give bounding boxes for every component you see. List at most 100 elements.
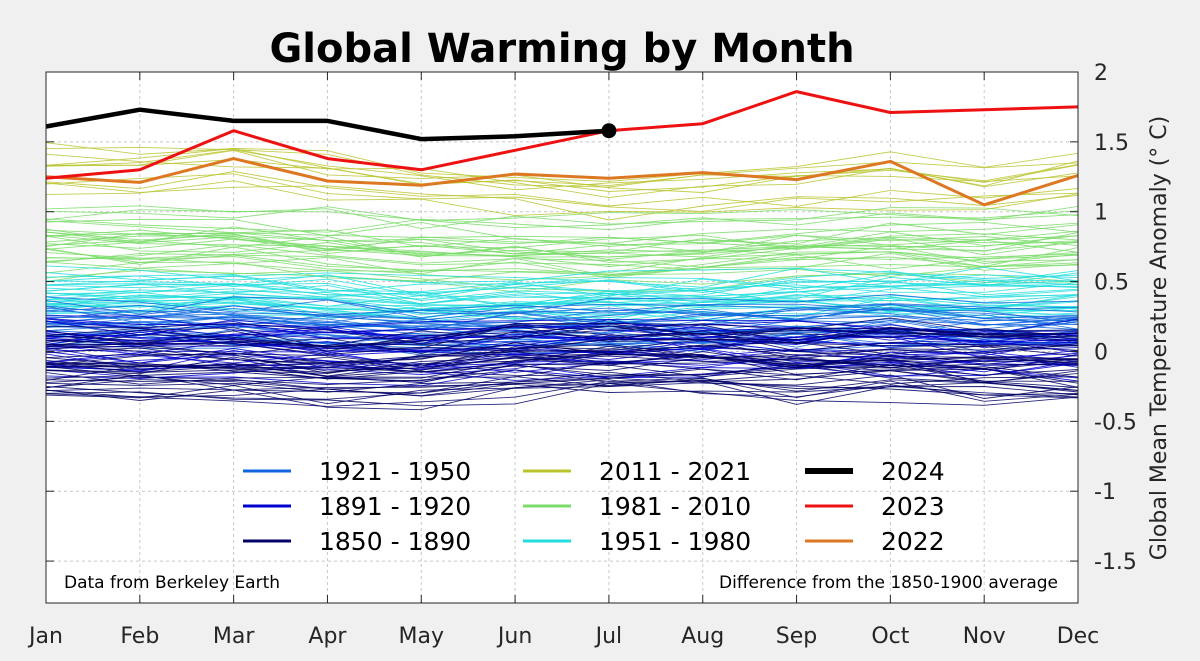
highlight-lines [45, 90, 1079, 207]
series-line-2023 [45, 90, 1079, 180]
period-series-line [45, 380, 1079, 411]
x-tick-label: Jul [594, 624, 623, 649]
period-series-line [45, 336, 1079, 359]
period-series-line [45, 382, 1079, 407]
legend-label: 1921 - 1950 [319, 457, 471, 486]
legend-entry: 2024 [805, 457, 945, 486]
baseline-note: Difference from the 1850-1900 average [719, 573, 1058, 593]
period-series-line [45, 171, 1079, 207]
legend-entry: 2022 [805, 527, 945, 556]
legend-label: 1951 - 1980 [599, 527, 751, 556]
period-series-line [45, 205, 1079, 221]
period-series-line [45, 339, 1079, 367]
legend-entry: 1951 - 1980 [523, 527, 751, 556]
period-series-line [45, 317, 1079, 345]
legend-entry: 1981 - 2010 [523, 492, 751, 521]
period-series-line [45, 322, 1079, 348]
legend-entry: 2023 [805, 492, 945, 521]
legend-label: 2011 - 2021 [599, 457, 751, 486]
series-line-2022 [45, 157, 1079, 207]
period-series-line [45, 180, 1079, 217]
x-tick-label: Aug [681, 624, 724, 649]
y-tick-label: 1 [1094, 201, 1108, 226]
period-series-line [45, 359, 1079, 384]
legend: 1921 - 1950 1891 - 1920 1850 - 1890 2011 - … [243, 457, 945, 556]
period-series-line [45, 303, 1079, 319]
period-series-line [45, 381, 1079, 398]
period-series-line [45, 297, 1079, 319]
period-series-line [45, 330, 1079, 355]
legend-entry: 1921 - 1950 [243, 457, 471, 486]
period-series-line [45, 265, 1079, 284]
period-series-line [45, 305, 1079, 326]
legend-label: 2023 [881, 492, 945, 521]
period-series-line [45, 251, 1079, 277]
period-series-line [45, 231, 1079, 260]
period-series-line [45, 332, 1079, 356]
x-tick-label: Apr [308, 624, 347, 649]
x-tick-label: Mar [213, 624, 255, 649]
period-series-line [45, 148, 1079, 187]
y-tick-label: -0.5 [1094, 410, 1137, 435]
series-line-2024 [45, 107, 610, 142]
period-series-line [45, 280, 1079, 305]
x-tick-label: Jan [27, 624, 63, 649]
y-tick-label: -1 [1094, 480, 1116, 505]
period-series-line [45, 365, 1079, 387]
period-series-line [45, 379, 1079, 405]
latest-point-marker [601, 123, 617, 139]
y-axis-label: Global Mean Temperature Anomaly (° C) [1147, 116, 1172, 560]
period-series-line [45, 220, 1079, 248]
period-series-line [45, 182, 1079, 221]
period-series-line [45, 235, 1079, 258]
period-series-line [45, 325, 1079, 348]
period-series-line [45, 230, 1079, 256]
period-series-line [45, 333, 1079, 347]
period-series-line [45, 306, 1079, 332]
x-tick-label: Sep [776, 624, 817, 649]
period-series-line [45, 270, 1079, 295]
y-tick-label: 0 [1094, 340, 1108, 365]
legend-label: 1981 - 2010 [599, 492, 751, 521]
period-series-line [45, 280, 1079, 300]
x-tick-label: Feb [120, 624, 159, 649]
y-tick-label: 1.5 [1094, 131, 1129, 156]
period-series-line [45, 308, 1079, 331]
period-series-line [45, 324, 1079, 349]
period-series-line [45, 232, 1079, 255]
legend-label: 1891 - 1920 [319, 492, 471, 521]
x-tick-label: Dec [1057, 624, 1100, 649]
period-series-line [45, 356, 1079, 378]
period-series-line [45, 303, 1079, 324]
period-series-line [45, 377, 1079, 407]
period-series-line [45, 231, 1079, 258]
period-series-line [45, 205, 1079, 230]
period-series-line [45, 226, 1079, 248]
x-tick-label: Oct [871, 624, 909, 649]
period-series-line [45, 325, 1079, 347]
period-series-line [45, 254, 1079, 279]
period-series-line [45, 248, 1079, 271]
legend-label: 1850 - 1890 [319, 527, 471, 556]
source-note: Data from Berkeley Earth [64, 573, 280, 593]
x-tick-label: Jun [496, 624, 532, 649]
period-series-line [45, 374, 1079, 399]
period-series-line [45, 297, 1079, 321]
axes: Jan Feb Mar Apr May Jun Jul Aug Sep Oct Nov Dec 2 1.5… [27, 61, 1137, 649]
legend-entry: 1850 - 1890 [243, 527, 471, 556]
period-series-line [45, 352, 1079, 366]
y-tick-label: 2 [1094, 61, 1108, 86]
legend-label: 2022 [881, 527, 945, 556]
y-tick-label: -1.5 [1094, 550, 1137, 575]
legend-entry: 1891 - 1920 [243, 492, 471, 521]
period-series-line [45, 294, 1079, 315]
period-series-line [45, 330, 1079, 355]
period-series-line [45, 364, 1079, 384]
period-series-line [45, 294, 1079, 314]
x-tick-label: Nov [963, 624, 1006, 649]
period-series-line [45, 343, 1079, 371]
y-tick-label: 0.5 [1094, 271, 1129, 296]
x-tick-label: May [399, 624, 444, 649]
chart-title: Global Warming by Month [269, 26, 854, 72]
